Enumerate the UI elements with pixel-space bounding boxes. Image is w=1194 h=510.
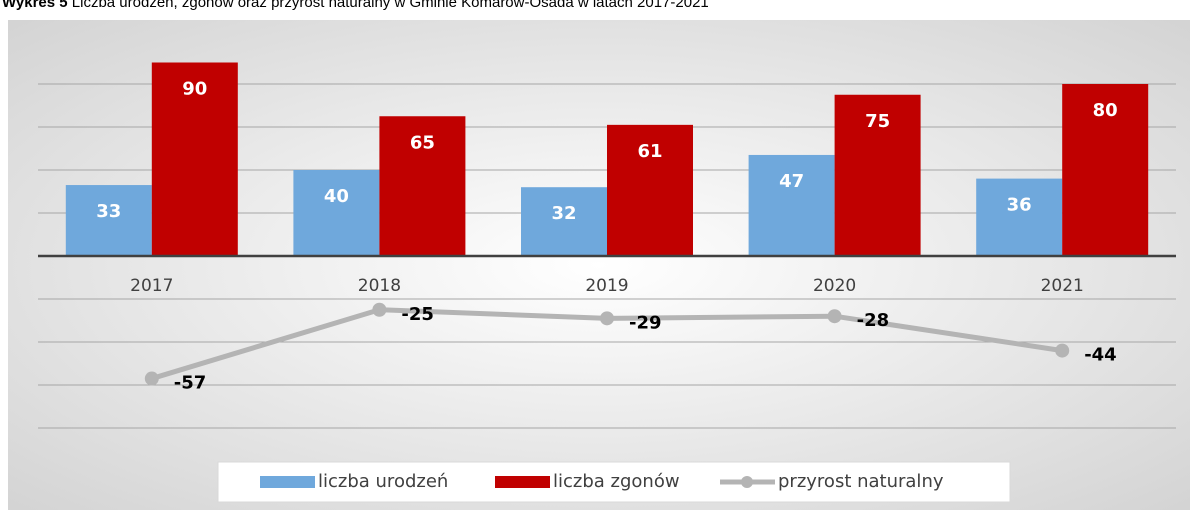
title-text: Liczba urodzeń, zgonów oraz przyrost nat…: [71, 0, 709, 11]
bar: [379, 116, 466, 256]
legend-label: liczba urodzeń: [318, 471, 448, 492]
data-label: 40: [324, 186, 349, 207]
x-tick-label: 2021: [1041, 276, 1084, 296]
bar: [521, 187, 607, 256]
line-point: [372, 302, 387, 317]
data-label: 90: [182, 79, 207, 100]
x-tick-label: 2019: [585, 276, 628, 296]
legend-marker: [741, 476, 753, 488]
bar: [65, 185, 152, 256]
x-tick-label: 2020: [813, 276, 856, 296]
line-point: [1055, 343, 1070, 358]
bar: [976, 178, 1063, 256]
data-label: 47: [779, 171, 804, 192]
line-point: [144, 371, 159, 386]
line-point: [600, 311, 614, 326]
legend-swatch: [260, 476, 315, 488]
data-label: 75: [865, 111, 890, 132]
bar: [1062, 84, 1149, 256]
legend-swatch: [495, 476, 550, 488]
x-tick-label: 2017: [130, 276, 173, 296]
bar: [607, 124, 693, 256]
data-label: -57: [174, 373, 207, 394]
bar: [748, 154, 835, 256]
data-label: -28: [857, 310, 890, 331]
chart-title: Wykres 5 Liczba urodzeń, zgonów oraz prz…: [2, 0, 709, 11]
data-label: 33: [96, 201, 121, 222]
data-label: 36: [1007, 195, 1032, 216]
bar: [834, 94, 921, 256]
data-label: 61: [637, 141, 662, 162]
line-point: [827, 309, 842, 324]
legend-box: [217, 461, 1011, 503]
legend-label: przyrost naturalny: [778, 471, 944, 492]
bar: [293, 170, 380, 256]
data-label: 80: [1093, 100, 1118, 121]
bar: [151, 62, 238, 256]
data-label: 65: [410, 132, 435, 153]
data-label: 32: [551, 203, 576, 224]
legend-label: liczba zgonów: [553, 471, 680, 492]
data-label: -29: [629, 312, 662, 333]
data-label: -25: [401, 304, 434, 325]
figure-label: Wykres 5: [2, 0, 68, 11]
x-tick-label: 2018: [358, 276, 401, 296]
data-label: -44: [1084, 345, 1117, 366]
